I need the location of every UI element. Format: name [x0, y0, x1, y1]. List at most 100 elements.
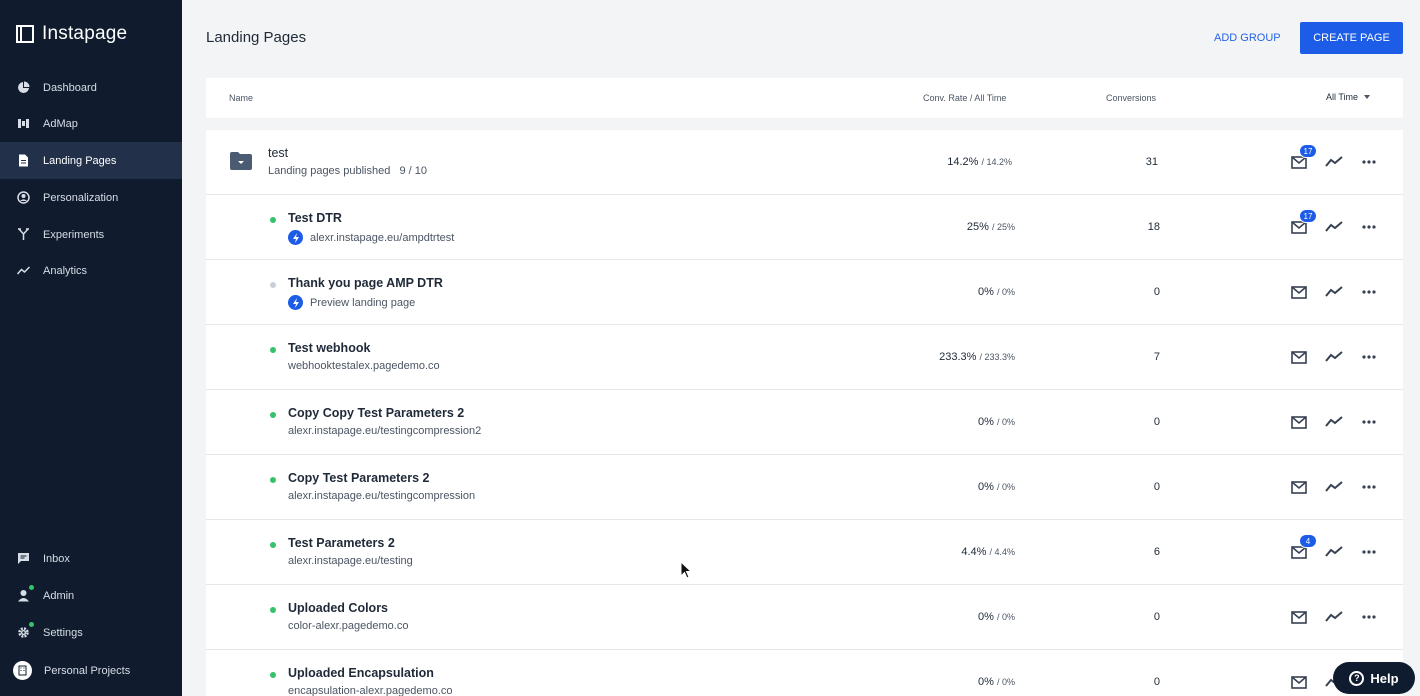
page-url[interactable]: alexr.instapage.eu/testingcompression2	[288, 425, 481, 437]
more-icon	[1362, 485, 1376, 489]
analytics-button[interactable]	[1324, 542, 1344, 562]
inbox-icon	[17, 552, 30, 565]
sidebar-item-personalization[interactable]: Personalization	[0, 179, 182, 216]
inbox-button[interactable]: 17	[1289, 209, 1317, 237]
trend-icon	[1325, 286, 1343, 297]
inbox-badge: 17	[1299, 209, 1317, 223]
instapage-logo[interactable]: Instapage	[16, 22, 127, 46]
page-url[interactable]: alexr.instapage.eu/testingcompression	[288, 490, 475, 502]
page-row[interactable]: Uploaded Colors color-alexr.pagedemo.co …	[206, 585, 1403, 650]
sidebar-item-label: Dashboard	[43, 81, 97, 94]
inbox-button[interactable]	[1289, 347, 1309, 367]
analytics-button[interactable]	[1324, 152, 1344, 172]
page-name[interactable]: Test webhook	[288, 341, 371, 355]
page-name[interactable]: Test DTR	[288, 211, 342, 225]
analytics-button[interactable]	[1324, 282, 1344, 302]
rate-all-time: / 0%	[996, 612, 1015, 622]
more-options-button[interactable]	[1359, 412, 1379, 432]
more-options-button[interactable]	[1359, 542, 1379, 562]
page-row[interactable]: Copy Test Parameters 2 alexr.instapage.e…	[206, 455, 1403, 520]
more-options-button[interactable]	[1359, 477, 1379, 497]
more-options-button[interactable]	[1359, 217, 1379, 237]
status-dot	[270, 477, 276, 483]
mail-icon	[1291, 155, 1307, 169]
inbox-button[interactable]	[1289, 412, 1309, 432]
inbox-button[interactable]: 17	[1289, 144, 1317, 172]
inbox-button[interactable]	[1289, 672, 1309, 692]
add-group-button[interactable]: ADD GROUP	[1208, 28, 1287, 48]
sidebar-item-admap[interactable]: AdMap	[0, 105, 182, 142]
page-url[interactable]: Preview landing page	[288, 295, 415, 310]
page-row[interactable]: Thank you page AMP DTR Preview landing p…	[206, 260, 1403, 325]
more-options-button[interactable]	[1359, 607, 1379, 627]
page-row[interactable]: Test Parameters 2 alexr.instapage.eu/tes…	[206, 520, 1403, 585]
page-row[interactable]: Copy Copy Test Parameters 2 alexr.instap…	[206, 390, 1403, 455]
folder-icon[interactable]	[230, 152, 252, 170]
page-name[interactable]: Test Parameters 2	[288, 536, 395, 550]
mail-icon	[1291, 610, 1307, 624]
mail-icon	[1291, 415, 1307, 429]
caret-down-icon	[1364, 95, 1371, 99]
more-options-button[interactable]	[1359, 282, 1379, 302]
sidebar-item-inbox[interactable]: Inbox	[0, 540, 182, 577]
inbox-button[interactable]: 4	[1289, 534, 1317, 562]
sidebar-item-experiments[interactable]: Experiments	[0, 216, 182, 253]
page-name[interactable]: Uploaded Colors	[288, 601, 389, 615]
row-actions	[1289, 477, 1379, 497]
row-actions: 17	[1289, 144, 1379, 172]
sidebar-item-label: Personalization	[43, 191, 119, 204]
sidebar-item-landing-pages[interactable]: Landing Pages	[0, 142, 182, 179]
more-options-button[interactable]	[1359, 152, 1379, 172]
help-label: Help	[1370, 670, 1399, 686]
inbox-button[interactable]	[1289, 607, 1309, 627]
conversions: 0	[1153, 676, 1160, 688]
sidebar-item-analytics[interactable]: Analytics	[0, 252, 182, 289]
rate-all-time: / 4.4%	[989, 547, 1015, 557]
more-icon	[1362, 550, 1376, 554]
inbox-button[interactable]	[1289, 477, 1309, 497]
column-name[interactable]: Name	[229, 93, 254, 103]
page-name[interactable]: Copy Test Parameters 2	[288, 471, 430, 485]
more-options-button[interactable]	[1359, 347, 1379, 367]
analytics-button[interactable]	[1324, 607, 1344, 627]
page-name[interactable]: Uploaded Encapsulation	[288, 666, 434, 680]
rate-value: 0%	[978, 611, 994, 623]
period-dropdown[interactable]: All Time	[1326, 92, 1371, 102]
page-url[interactable]: color-alexr.pagedemo.co	[288, 620, 408, 632]
conv-rate: 14.2% / 14.2%	[947, 156, 1012, 168]
inbox-button[interactable]	[1289, 282, 1309, 302]
create-page-button[interactable]: CREATE PAGE	[1300, 22, 1403, 54]
page-url[interactable]: encapsulation-alexr.pagedemo.co	[288, 685, 453, 696]
analytics-button[interactable]	[1324, 217, 1344, 237]
sidebar-item-dashboard[interactable]: Dashboard	[0, 69, 182, 106]
sidebar-item-admin[interactable]: Admin	[0, 577, 182, 614]
gear-icon	[17, 622, 34, 639]
page-name[interactable]: Thank you page AMP DTR	[288, 276, 443, 290]
page-url[interactable]: webhooktestalex.pagedemo.co	[288, 360, 440, 372]
page-row[interactable]: Test webhook webhooktestalex.pagedemo.co…	[206, 325, 1403, 390]
page-row[interactable]: Test DTR alexr.instapage.eu/ampdtrtest 2…	[206, 195, 1403, 260]
experiments-icon	[17, 228, 30, 241]
page-url-text: Preview landing page	[310, 296, 416, 309]
help-button[interactable]: ? Help	[1333, 662, 1415, 694]
analytics-button[interactable]	[1324, 347, 1344, 367]
group-name[interactable]: test	[268, 146, 289, 160]
rate-all-time: / 0%	[996, 287, 1015, 297]
inbox-badge: 17	[1299, 144, 1317, 158]
rate-all-time: / 0%	[996, 482, 1015, 492]
sidebar-item-settings[interactable]: Settings	[0, 614, 182, 651]
analytics-button[interactable]	[1324, 412, 1344, 432]
column-conversions[interactable]: Conversions	[1106, 93, 1157, 103]
building-icon	[13, 661, 32, 680]
trend-icon	[1325, 546, 1343, 557]
page-row[interactable]: Uploaded Encapsulation encapsulation-ale…	[206, 650, 1403, 696]
page-url[interactable]: alexr.instapage.eu/testing	[288, 555, 413, 567]
analytics-button[interactable]	[1324, 477, 1344, 497]
group-row[interactable]: test Landing pages published 9 / 10 14.2…	[206, 130, 1403, 195]
rate-value: 0%	[978, 676, 994, 688]
page-url[interactable]: alexr.instapage.eu/ampdtrtest	[288, 230, 454, 245]
group-published: Landing pages published 9 / 10	[268, 165, 427, 177]
page-name[interactable]: Copy Copy Test Parameters 2	[288, 406, 465, 420]
column-conv-rate[interactable]: Conv. Rate / All Time	[923, 93, 1007, 103]
workspace-switcher[interactable]: Personal Projects	[0, 652, 182, 689]
